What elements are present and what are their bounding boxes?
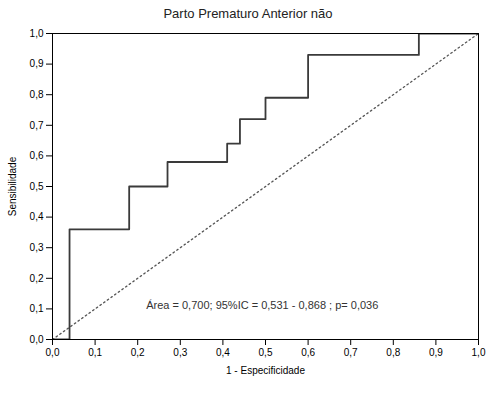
svg-text:0,1: 0,1: [88, 347, 102, 358]
svg-text:0,7: 0,7: [344, 347, 358, 358]
html-text:Parto Prematuro Anterior não: Parto Prematuro Anterior não: [163, 6, 333, 21]
svg-text:0,7: 0,7: [30, 120, 44, 131]
svg-text:0,4: 0,4: [216, 347, 230, 358]
svg-text:0,2: 0,2: [30, 273, 44, 284]
svg-text:0,5: 0,5: [30, 181, 44, 192]
svg-text:0,4: 0,4: [30, 211, 44, 222]
svg-text:Sensibilidade: Sensibilidade: [7, 156, 18, 216]
svg-text:1,0: 1,0: [30, 28, 44, 39]
svg-text:0,6: 0,6: [30, 150, 44, 161]
svg-text:0,0: 0,0: [30, 334, 44, 345]
svg-text:0,0: 0,0: [46, 347, 60, 358]
svg-text:Área = 0,700; 95%IC = 0,531 -: Área = 0,700; 95%IC = 0,531 - 0,868 ; p=…: [146, 299, 378, 311]
svg-text:0,9: 0,9: [429, 347, 443, 358]
svg-text:0,8: 0,8: [30, 89, 44, 100]
svg-text:0,9: 0,9: [30, 58, 44, 69]
svg-text:0,3: 0,3: [173, 347, 187, 358]
svg-text:0,5: 0,5: [259, 347, 273, 358]
svg-text:0,2: 0,2: [131, 347, 145, 358]
svg-text:0,8: 0,8: [386, 347, 400, 358]
svg-text:1 - Especificidade: 1 - Especificidade: [226, 365, 305, 376]
svg-text:0,6: 0,6: [301, 347, 315, 358]
svg-text:1,0: 1,0: [472, 347, 486, 358]
svg-text:0,1: 0,1: [30, 303, 44, 314]
svg-text:0,3: 0,3: [30, 242, 44, 253]
